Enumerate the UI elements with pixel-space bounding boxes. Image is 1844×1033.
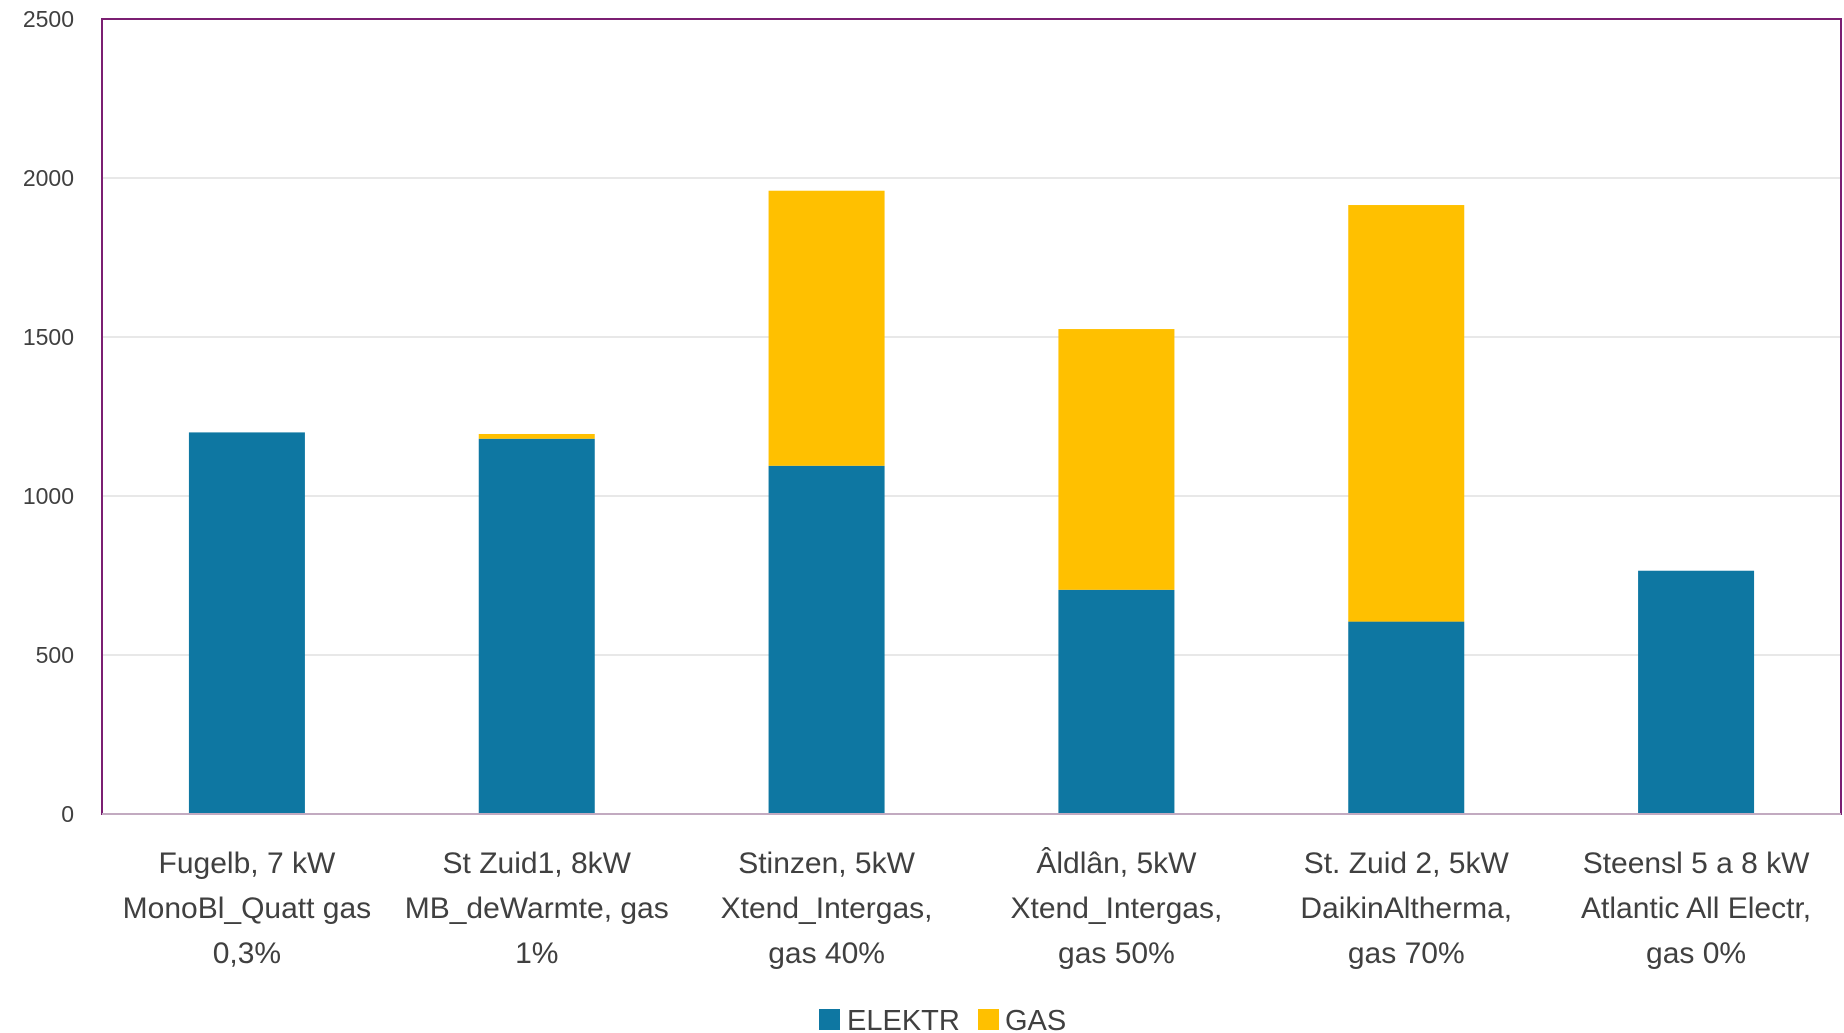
gridlines bbox=[102, 177, 1841, 656]
y-tick-label: 2500 bbox=[23, 6, 74, 32]
x-category-label: DaikinAltherma, bbox=[1300, 892, 1512, 925]
x-category-label: St Zuid1, 8kW bbox=[443, 847, 632, 880]
x-category-label: 0,3% bbox=[213, 937, 281, 970]
x-category-label: Fugelb, 7 kW bbox=[159, 847, 336, 880]
x-category-label: Steensl 5 a 8 kW bbox=[1583, 847, 1810, 880]
x-category-label: St. Zuid 2, 5kW bbox=[1304, 847, 1510, 880]
y-axis: 0 500 1000 1500 2000 2500 bbox=[23, 6, 74, 827]
y-tick-label: 500 bbox=[36, 642, 74, 668]
legend-swatch-gas bbox=[978, 1009, 999, 1030]
x-category-label: gas 40% bbox=[768, 937, 885, 970]
y-tick-label: 1000 bbox=[23, 483, 74, 509]
bar-elektr bbox=[1348, 621, 1465, 814]
x-category-label: Stinzen, 5kW bbox=[738, 847, 915, 880]
x-category-label: 1% bbox=[515, 937, 558, 970]
y-tick-label: 1500 bbox=[23, 324, 74, 350]
legend-swatch-elektr bbox=[819, 1009, 840, 1030]
bar-gas bbox=[478, 433, 595, 439]
x-category-label: MB_deWarmte, gas bbox=[405, 892, 669, 925]
x-category-label: gas 0% bbox=[1646, 937, 1746, 970]
x-category-label: Xtend_Intergas, bbox=[721, 892, 933, 925]
x-category-label: gas 50% bbox=[1058, 937, 1175, 970]
x-category-label: gas 70% bbox=[1348, 937, 1465, 970]
legend-label-gas: GAS bbox=[1005, 1005, 1066, 1033]
x-category-label: Atlantic All Electr, bbox=[1581, 892, 1811, 925]
plot-frame bbox=[101, 18, 1842, 815]
legend-label-elektr: ELEKTR bbox=[847, 1005, 960, 1033]
bar-elektr bbox=[1638, 570, 1755, 814]
x-category-label: Xtend_Intergas, bbox=[1011, 892, 1223, 925]
bar-elektr bbox=[478, 438, 595, 814]
y-tick-label: 2000 bbox=[23, 165, 74, 191]
bar-elektr bbox=[188, 432, 305, 814]
legend: ELEKTR GAS bbox=[819, 1005, 1066, 1033]
bar-gas bbox=[1058, 329, 1175, 590]
x-category-label: Âldlân, 5kW bbox=[1036, 847, 1197, 880]
bar-elektr bbox=[1058, 589, 1175, 814]
bars bbox=[188, 190, 1755, 814]
bar-gas bbox=[768, 190, 885, 466]
x-axis: Fugelb, 7 kW MonoBl_Quatt gas 0,3% St Zuid1… bbox=[102, 813, 1841, 970]
bar-elektr bbox=[768, 465, 885, 814]
y-tick-label: 0 bbox=[61, 801, 74, 827]
x-category-label: MonoBl_Quatt gas bbox=[123, 892, 371, 925]
bar-gas bbox=[1348, 205, 1465, 622]
